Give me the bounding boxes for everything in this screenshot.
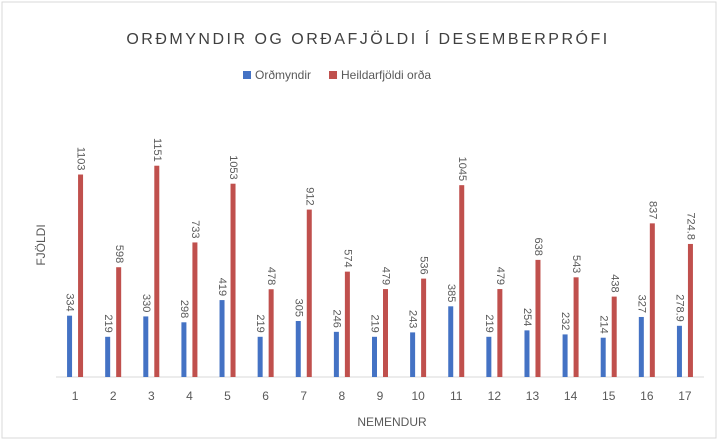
bar: [562, 334, 568, 377]
data-label: 837: [646, 201, 658, 219]
bar: [497, 289, 503, 377]
bar: [333, 331, 339, 377]
data-label: 536: [418, 256, 430, 274]
data-label: 219: [483, 314, 495, 332]
x-tick-label: 15: [602, 389, 616, 403]
data-label: 638: [532, 238, 544, 256]
data-label: 598: [113, 245, 125, 263]
bar: [649, 223, 655, 377]
bar: [524, 330, 530, 377]
data-label: 1045: [456, 157, 468, 181]
data-label: 1103: [75, 147, 87, 171]
data-label: 246: [330, 309, 342, 327]
data-label: 243: [407, 310, 419, 328]
bar: [181, 322, 187, 377]
x-tick-label: 8: [339, 389, 346, 403]
data-label: 219: [254, 314, 266, 332]
data-label: 232: [559, 312, 571, 330]
bar: [372, 336, 377, 377]
x-tick-label: 17: [678, 389, 692, 403]
data-label: 330: [140, 294, 152, 312]
x-tick-label: 7: [300, 389, 307, 403]
data-label: 214: [597, 315, 609, 333]
bar: [116, 267, 122, 377]
data-label: 305: [292, 299, 304, 317]
bar: [143, 316, 149, 377]
x-tick-label: 9: [377, 389, 384, 403]
bar: [219, 300, 225, 377]
x-tick-label: 14: [564, 389, 578, 403]
bar: [486, 336, 492, 377]
legend-label: Orðmyndir: [255, 68, 311, 82]
bar: [383, 289, 388, 377]
x-tick-label: 5: [224, 389, 231, 403]
bar: [257, 336, 263, 377]
data-label: 334: [64, 293, 76, 311]
bar: [600, 337, 606, 377]
bar: [344, 271, 350, 377]
x-tick-label: 11: [450, 389, 463, 403]
bar: [638, 316, 644, 377]
data-label: 543: [570, 255, 582, 273]
legend-swatch: [243, 71, 251, 79]
data-label: 327: [635, 295, 647, 313]
x-tick-label: 1: [72, 389, 79, 403]
data-label: 254: [521, 308, 533, 326]
bar: [105, 336, 111, 377]
data-label: 479: [494, 267, 506, 285]
bar: [192, 242, 198, 377]
y-axis-title: FJÖLDI: [34, 224, 48, 265]
x-tick-label: 2: [110, 389, 117, 403]
data-label: 385: [445, 284, 457, 302]
data-label: 478: [265, 267, 277, 285]
bar: [268, 289, 274, 377]
bar: [230, 183, 236, 377]
bar: [67, 315, 73, 377]
bar: [421, 278, 427, 377]
data-label: 1151: [151, 138, 163, 162]
data-label: 219: [369, 314, 381, 332]
bar: [78, 174, 84, 377]
x-tick-label: 16: [640, 389, 654, 403]
bar: [535, 259, 541, 377]
data-label: 724.8: [685, 212, 697, 240]
data-label: 733: [189, 220, 201, 238]
bar: [410, 332, 416, 377]
x-tick-label: 6: [262, 389, 269, 403]
data-label: 219: [102, 314, 114, 332]
data-label: 298: [178, 300, 190, 318]
x-tick-label: 3: [148, 389, 155, 403]
bar: [448, 306, 454, 377]
data-label: 1053: [227, 155, 239, 179]
legend-label: Heildarfjöldi orða: [341, 68, 431, 82]
bar: [295, 321, 301, 377]
data-label: 574: [341, 249, 353, 267]
bar: [154, 165, 160, 377]
x-tick-label: 10: [411, 389, 425, 403]
chart-title: ORÐMYNDIR OG ORÐAFJÖLDI Í DESEMBERPRÓFI: [126, 29, 609, 48]
data-label: 438: [608, 274, 620, 292]
bar: [306, 209, 312, 377]
bar: [459, 185, 465, 377]
data-label: 912: [303, 187, 315, 205]
bar: [611, 296, 617, 377]
x-tick-label: 4: [186, 389, 193, 403]
x-tick-label: 13: [526, 389, 540, 403]
bar: [573, 277, 579, 377]
x-tick-label: 12: [488, 389, 502, 403]
legend-swatch: [329, 71, 338, 79]
bar: [687, 243, 693, 377]
data-label: 278.9: [674, 294, 686, 322]
x-axis-title: NEMENDUR: [357, 415, 427, 429]
bar: [676, 325, 682, 377]
data-label: 479: [380, 267, 392, 285]
data-label: 419: [216, 278, 228, 296]
